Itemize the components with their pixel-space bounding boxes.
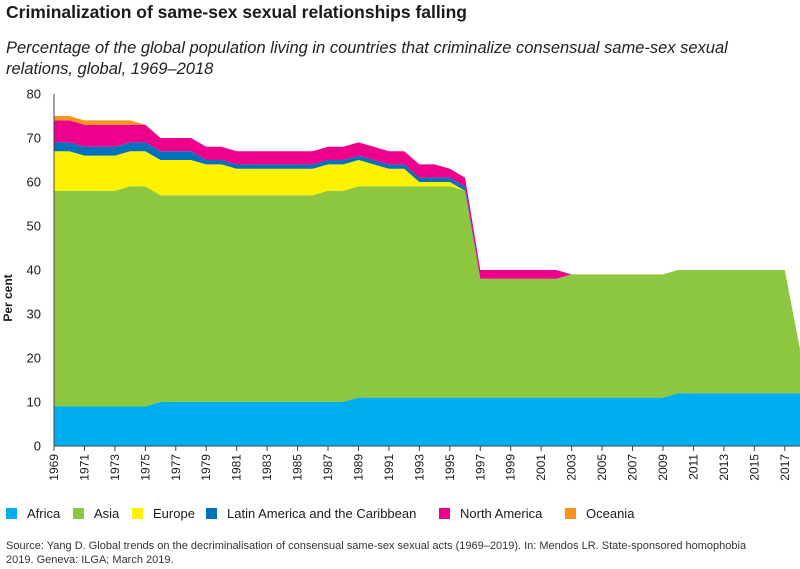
x-tick-label: 1989	[351, 454, 365, 481]
legend-label-africa: Africa	[27, 506, 61, 521]
x-tick-label: 1971	[77, 454, 91, 481]
chart-subtitle: Percentage of the global population livi…	[6, 39, 728, 78]
legend-label-asia: Asia	[94, 506, 120, 521]
legend-item-asia: Asia	[73, 506, 119, 521]
legend-item-oceania: Oceania	[565, 506, 634, 521]
y-tick-label: 20	[27, 351, 41, 366]
x-tick-label: 1981	[230, 454, 244, 481]
x-tick-label: 2013	[717, 454, 731, 481]
legend-label-latin-america: Latin America and the Caribbean	[227, 506, 417, 521]
legend-label-europe: Europe	[153, 506, 195, 521]
y-tick-label: 30	[27, 307, 41, 322]
x-tick-label: 1997	[473, 454, 487, 481]
y-tick-label: 70	[27, 131, 41, 146]
x-tick-label: 1993	[412, 454, 426, 481]
legend-swatch-africa	[6, 508, 17, 519]
legend-swatch-europe	[132, 508, 143, 519]
legend-label-oceania: Oceania	[586, 506, 635, 521]
x-tick-label: 1987	[321, 454, 335, 481]
x-tick-label: 2003	[565, 454, 579, 481]
area-europe	[54, 151, 800, 350]
legend-swatch-asia	[73, 508, 84, 519]
x-tick-label: 2015	[747, 454, 761, 481]
y-tick-label: 80	[27, 87, 41, 102]
y-tick-label: 10	[27, 395, 41, 410]
legend-label-north-america: North America	[460, 506, 543, 521]
y-tick-label: 50	[27, 219, 41, 234]
legend-item-africa: Africa	[6, 506, 60, 521]
area-chart: 0 10 20 30 40 50 60 70 80 1969 1971 1973 1975 1977 197…	[1, 87, 800, 481]
x-tick-label: 2001	[534, 454, 548, 481]
legend-swatch-latin-america	[206, 508, 217, 519]
source-note: Source: Yang D. Global trends on the dec…	[6, 540, 747, 566]
x-tick-label: 1979	[199, 454, 213, 481]
x-tick-label: 1995	[443, 454, 457, 481]
legend-swatch-oceania	[565, 508, 576, 519]
x-tick-label: 1991	[382, 454, 396, 481]
x-tick-label: 2011	[686, 454, 700, 480]
area-africa	[54, 393, 800, 446]
legend-item-latin-america: Latin America and the Caribbean	[206, 506, 416, 521]
x-tick-label: 2009	[656, 454, 670, 481]
legend-item-europe: Europe	[132, 506, 195, 521]
legend-item-north-america: North America	[439, 506, 542, 521]
y-tick-label: 40	[27, 263, 41, 278]
x-tick-label: 1983	[260, 454, 274, 481]
area-north-america	[54, 120, 800, 350]
x-tick-label: 1969	[47, 454, 61, 481]
x-tick-label: 1977	[169, 454, 183, 481]
y-axis-label: Per cent	[1, 274, 15, 321]
x-tick-label: 1999	[504, 454, 518, 481]
x-tick-label: 1985	[291, 454, 305, 481]
x-tick-label: 1975	[138, 454, 152, 481]
x-tick-label: 2017	[778, 454, 792, 481]
y-tick-label: 60	[27, 175, 41, 190]
x-tick-label: 1973	[108, 454, 122, 481]
x-tick-label: 2007	[626, 454, 640, 481]
legend-swatch-north-america	[439, 508, 450, 519]
y-tick-label: 0	[34, 439, 41, 454]
x-tick-label: 2005	[595, 454, 609, 481]
chart-title: Criminalization of same-sex sexual relat…	[6, 2, 467, 22]
area-asia	[54, 186, 800, 407]
